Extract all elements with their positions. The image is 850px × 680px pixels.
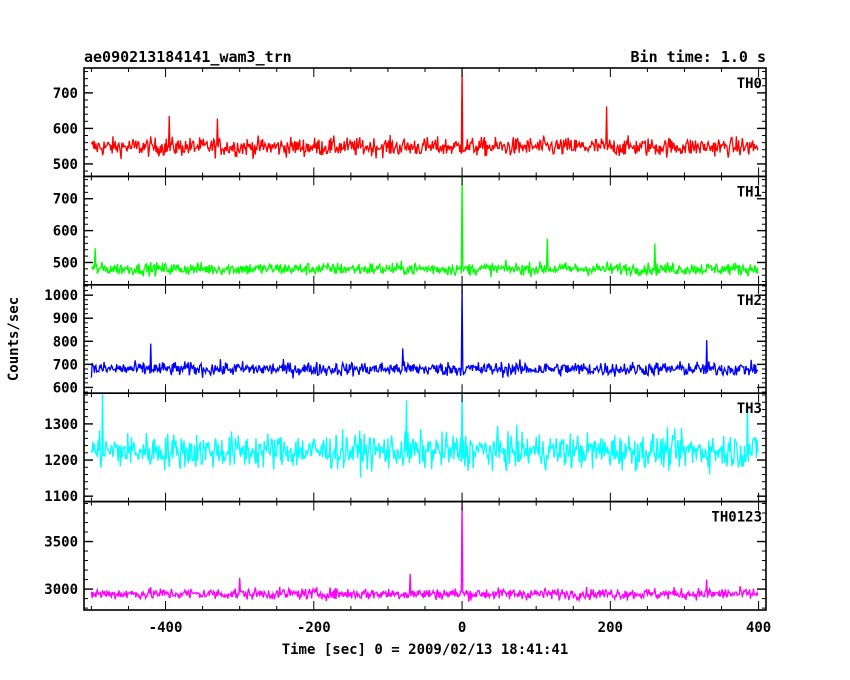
y-tick-label: 500 <box>53 157 78 173</box>
y-tick-label: 3500 <box>44 535 78 551</box>
series-line-th0123 <box>90 501 759 603</box>
y-tick-label: 600 <box>53 121 78 137</box>
y-tick-label: 3000 <box>44 582 78 598</box>
x-axis: -400 -200 0 200 400 <box>149 620 772 636</box>
panel-th0123: 3000 3500 TH0123 <box>44 500 767 611</box>
y-tick-label: 500 <box>53 255 78 271</box>
panel-th3: 1100 1200 1300 TH3 <box>44 392 767 505</box>
y-tick-label: 900 <box>53 311 78 327</box>
x-axis-label: Time [sec] 0 = 2009/02/13 18:41:41 <box>282 642 569 658</box>
series-line-th1 <box>90 176 759 278</box>
series-line-th3 <box>90 393 759 478</box>
y-tick-label: 1300 <box>44 417 78 433</box>
panel-th0: 500 600 700 TH0 <box>53 67 767 178</box>
x-tick-label: -200 <box>297 620 331 636</box>
panel-label-th1: TH1 <box>737 184 762 200</box>
chart-title: ae090213184141_wam3_trn <box>84 48 292 66</box>
panel-th2: 600 700 800 900 1000 TH2 <box>44 283 767 396</box>
y-tick-label: 600 <box>53 224 78 240</box>
bin-time-label: Bin time: 1.0 s <box>631 48 766 66</box>
x-tick-label: 0 <box>458 620 466 636</box>
y-tick-label: 1200 <box>44 453 78 469</box>
panels-group: 500 600 700 TH0 500 600 700 TH1 600 700 800 900 1000… <box>44 67 767 611</box>
panel-frame <box>83 67 767 178</box>
x-tick-label: -400 <box>149 620 183 636</box>
y-tick-label: 700 <box>53 357 78 373</box>
y-tick-label: 700 <box>53 192 78 208</box>
y-tick-label: 1100 <box>44 489 78 505</box>
y-tick-label: 700 <box>53 86 78 102</box>
y-axis-label: Counts/sec <box>6 297 22 381</box>
panel-label-th0: TH0 <box>737 76 762 92</box>
panel-label-th3: TH3 <box>737 401 762 417</box>
y-tick-label: 800 <box>53 334 78 350</box>
panel-label-th2: TH2 <box>737 293 762 309</box>
panel-th1: 500 600 700 TH1 <box>53 175 767 286</box>
x-tick-label: 400 <box>746 620 771 636</box>
y-tick-label: 600 <box>53 380 78 396</box>
series-line-th0 <box>90 68 759 160</box>
series-line-th2 <box>90 284 759 379</box>
panel-frame <box>83 283 767 394</box>
y-tick-label: 1000 <box>44 288 78 304</box>
panel-label-th0123: TH0123 <box>711 510 762 526</box>
x-tick-label: 200 <box>598 620 623 636</box>
